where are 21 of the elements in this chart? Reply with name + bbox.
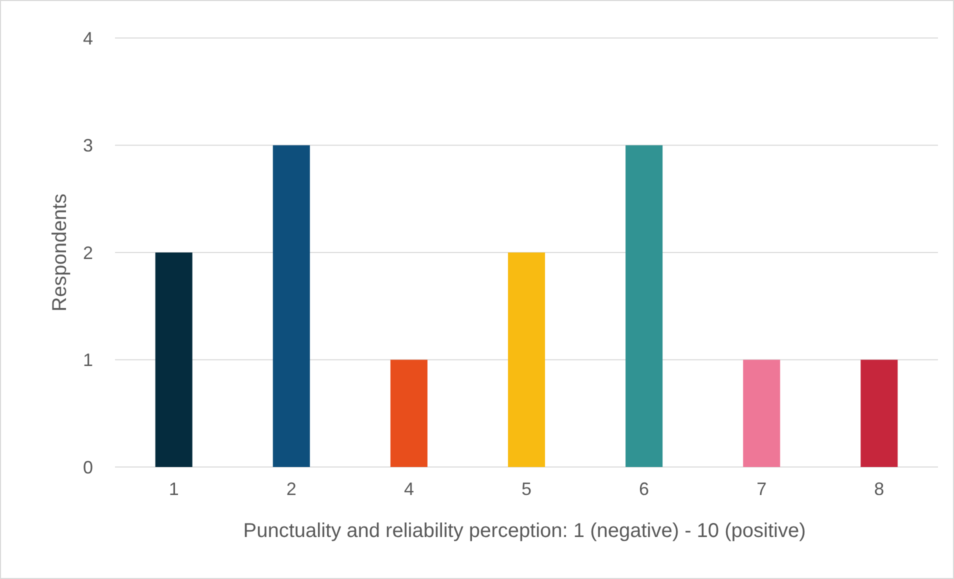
y-tick-label: 4 <box>82 28 93 48</box>
y-tick-label: 0 <box>82 457 93 478</box>
bar <box>860 360 898 467</box>
bar <box>390 360 428 467</box>
x-tick-label: 7 <box>756 479 767 499</box>
x-tick-label: 5 <box>521 479 532 499</box>
bar <box>155 252 192 467</box>
y-tick-label: 3 <box>82 136 93 156</box>
x-tick-label: 1 <box>168 479 179 499</box>
bar <box>508 252 546 467</box>
x-tick-label: 4 <box>404 479 414 499</box>
x-tick-label: 2 <box>286 479 296 499</box>
bar <box>743 360 780 467</box>
bar <box>272 145 310 467</box>
bar <box>626 145 663 467</box>
x-tick-label: 8 <box>874 479 884 499</box>
y-tick-label: 2 <box>82 242 93 263</box>
y-axis-title: Respondents <box>49 194 71 312</box>
x-axis-title: Punctuality and reliability perception: 1 (negative) - 10 (positive) <box>243 520 806 542</box>
x-tick-label: 6 <box>639 479 650 499</box>
y-tick-label: 1 <box>82 350 93 370</box>
